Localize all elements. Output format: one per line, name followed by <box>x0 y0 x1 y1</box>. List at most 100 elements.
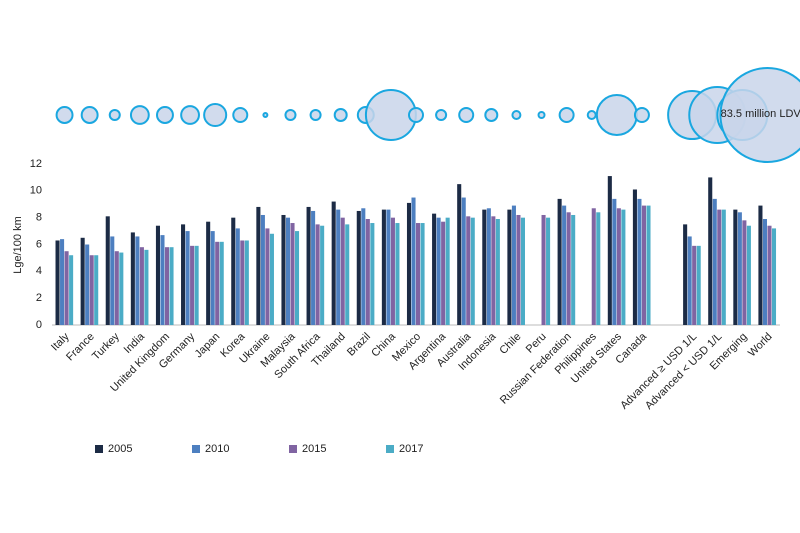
bubble <box>586 110 597 120</box>
bar <box>345 224 350 325</box>
bar <box>260 214 265 325</box>
bar <box>336 209 341 325</box>
bar <box>386 209 391 325</box>
bar <box>94 255 99 325</box>
legend-label: 2015 <box>302 443 326 455</box>
bar <box>445 217 450 325</box>
bar <box>687 236 692 325</box>
bar <box>491 216 496 325</box>
bar <box>646 205 651 325</box>
bar <box>557 198 562 325</box>
bubble <box>633 107 650 123</box>
y-axis-title: Lge/100 km <box>12 216 24 273</box>
bar <box>290 223 295 325</box>
legend-label: 2017 <box>399 443 423 455</box>
bar <box>164 247 170 325</box>
bar <box>566 212 571 325</box>
bar <box>119 252 124 325</box>
bar <box>190 245 195 325</box>
bar <box>160 235 165 325</box>
y-tick-label: 12 <box>30 158 42 170</box>
bar <box>466 216 471 325</box>
y-tick-label: 2 <box>36 292 42 304</box>
legend-swatch <box>386 445 394 453</box>
bar <box>80 237 85 325</box>
bar <box>712 198 717 325</box>
bubbles <box>55 67 800 163</box>
bar <box>89 255 94 325</box>
bar <box>135 236 140 325</box>
bar <box>85 244 90 325</box>
bar <box>390 217 395 325</box>
bar <box>420 223 425 325</box>
bar <box>361 208 366 325</box>
bar <box>441 221 446 325</box>
bar <box>105 216 110 325</box>
bar <box>767 225 772 325</box>
bar <box>771 228 777 325</box>
bar <box>571 214 576 325</box>
bubble <box>203 102 228 128</box>
bubble <box>511 110 522 120</box>
y-tick-label: 8 <box>36 212 42 224</box>
bar <box>511 205 516 325</box>
x-tick-label: Brazil <box>345 331 373 359</box>
bar <box>69 255 74 325</box>
bubble <box>333 108 348 122</box>
bar <box>320 225 325 325</box>
bubble <box>55 106 74 124</box>
bar <box>139 247 144 325</box>
bar <box>210 231 215 325</box>
bar <box>114 251 119 325</box>
bubble <box>262 112 269 118</box>
bar <box>486 208 491 325</box>
bar <box>737 212 742 325</box>
bar <box>696 245 701 325</box>
bubble <box>458 107 475 123</box>
x-tick-label: World <box>746 331 775 360</box>
bar <box>721 209 726 325</box>
bar <box>315 224 320 325</box>
legend-swatch <box>95 445 103 453</box>
x-tick-label: Turkey <box>90 330 122 362</box>
bubble <box>155 106 174 124</box>
bar <box>746 225 751 325</box>
bar <box>596 212 601 325</box>
bar <box>281 214 286 325</box>
bar <box>436 217 441 325</box>
legend-swatch <box>289 445 297 453</box>
y-tick-label: 10 <box>30 185 42 197</box>
x-tick-label: Chile <box>497 331 523 357</box>
bar <box>219 241 224 325</box>
bubble <box>232 107 249 123</box>
bar <box>717 209 722 325</box>
bubble <box>537 111 546 119</box>
bar <box>708 177 713 325</box>
bar <box>194 245 199 325</box>
bar <box>235 228 240 325</box>
bubble <box>408 107 424 123</box>
bar <box>758 205 763 325</box>
bar <box>641 205 646 325</box>
bar <box>340 217 345 325</box>
bubble <box>558 107 575 123</box>
bar <box>55 240 60 325</box>
legend-label: 2005 <box>108 443 132 455</box>
bar <box>395 223 400 325</box>
bar <box>637 198 642 325</box>
bubble <box>595 94 638 136</box>
bar <box>416 223 421 325</box>
bar <box>169 247 174 325</box>
bar <box>612 198 617 325</box>
bar <box>733 209 738 325</box>
bar <box>244 240 249 325</box>
bar <box>406 202 412 325</box>
bar <box>546 217 551 325</box>
bar <box>285 217 291 325</box>
bar <box>181 224 186 325</box>
bar <box>520 217 525 325</box>
y-tick-label: 4 <box>36 265 42 277</box>
bar <box>265 228 270 325</box>
bubble <box>484 108 499 122</box>
bar <box>356 210 361 325</box>
